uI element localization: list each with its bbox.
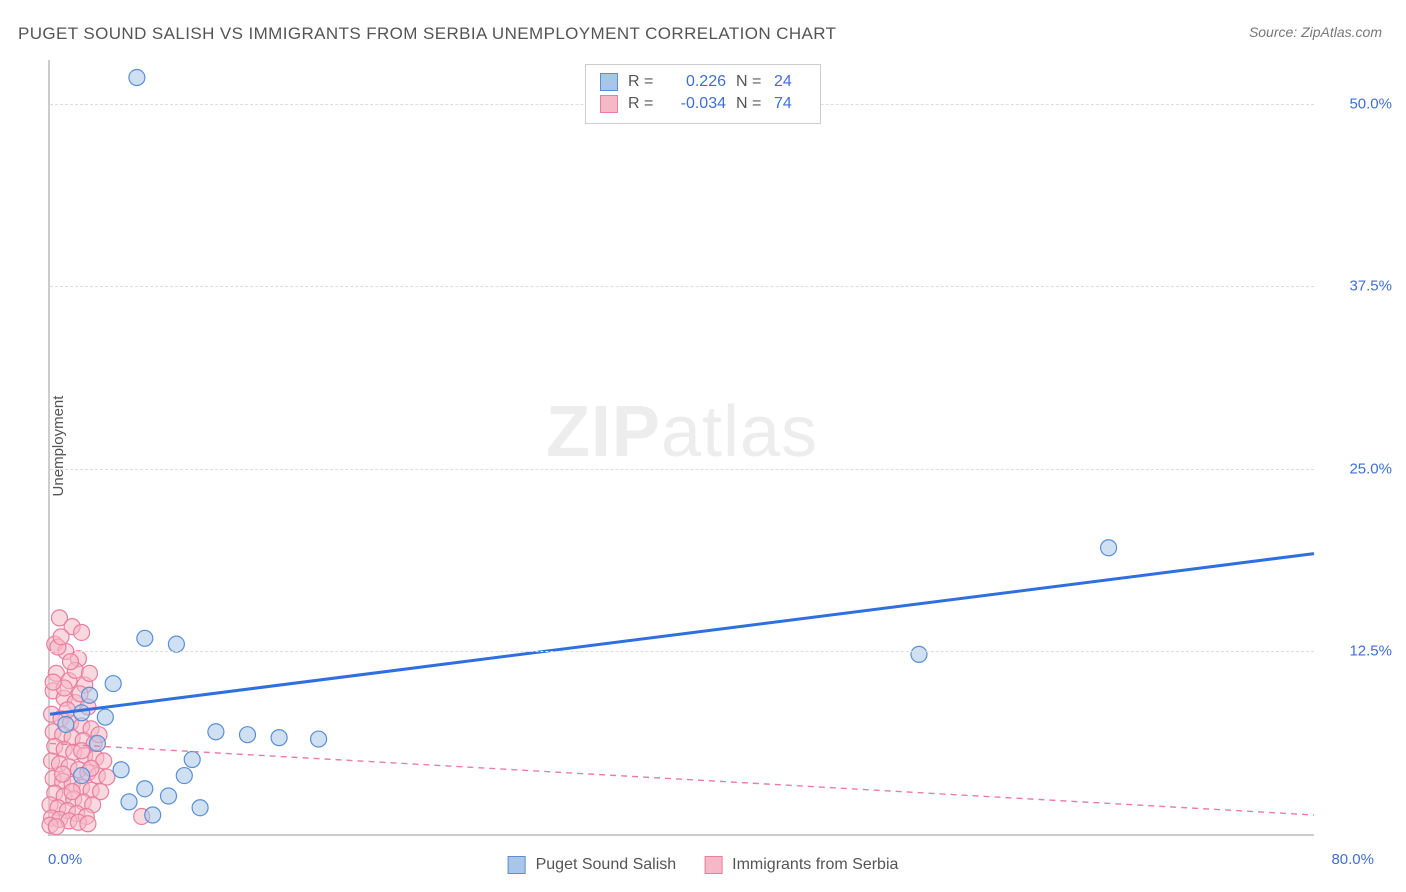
data-point [64, 784, 80, 800]
stats-n-value-0: 24 [774, 73, 802, 91]
data-point [1101, 540, 1117, 556]
stats-n-label: N = [736, 73, 764, 91]
plot-area: ZIPatlas 12.5%25.0%37.5%50.0% [48, 60, 1314, 836]
data-point [97, 709, 113, 725]
data-point [74, 768, 90, 784]
swatch-series-0 [600, 73, 618, 91]
stats-r-value-0: 0.226 [666, 73, 726, 91]
data-point [48, 819, 64, 835]
x-axis-max-label: 80.0% [1331, 851, 1374, 868]
data-point [58, 716, 74, 732]
series-legend: Puget Sound Salish Immigrants from Serbi… [508, 856, 899, 874]
stats-r-value-1: -0.034 [666, 95, 726, 113]
data-point [55, 766, 71, 782]
data-point [82, 687, 98, 703]
legend-label-0: Puget Sound Salish [536, 856, 677, 874]
stats-r-label: R = [628, 95, 656, 113]
data-point [176, 768, 192, 784]
data-point [129, 70, 145, 86]
data-point [240, 727, 256, 743]
data-point [105, 676, 121, 692]
data-point [80, 816, 96, 832]
legend-item-1: Immigrants from Serbia [704, 856, 898, 874]
data-point [208, 724, 224, 740]
data-point [161, 788, 177, 804]
source-attribution: Source: ZipAtlas.com [1249, 24, 1382, 40]
x-axis-origin-label: 0.0% [48, 851, 82, 868]
y-tick-label: 50.0% [1322, 95, 1392, 112]
data-point [82, 665, 98, 681]
data-point [271, 730, 287, 746]
stats-row-series-0: R = 0.226 N = 24 [600, 71, 802, 93]
trend-line [50, 554, 1314, 715]
data-point [63, 654, 79, 670]
legend-swatch-0 [508, 856, 526, 874]
data-point [113, 762, 129, 778]
data-point [89, 735, 105, 751]
legend-label-1: Immigrants from Serbia [732, 856, 898, 874]
legend-swatch-1 [704, 856, 722, 874]
stats-row-series-1: R = -0.034 N = 74 [600, 93, 802, 115]
data-point [311, 731, 327, 747]
data-point [74, 624, 90, 640]
stats-legend: R = 0.226 N = 24 R = -0.034 N = 74 [585, 64, 821, 124]
data-point [121, 794, 137, 810]
data-point [184, 752, 200, 768]
data-point [911, 646, 927, 662]
data-point [74, 705, 90, 721]
y-tick-label: 25.0% [1322, 460, 1392, 477]
data-point [45, 674, 61, 690]
data-point [99, 769, 115, 785]
data-point [137, 781, 153, 797]
chart-title: PUGET SOUND SALISH VS IMMIGRANTS FROM SE… [18, 24, 836, 44]
stats-r-label: R = [628, 73, 656, 91]
data-point [168, 636, 184, 652]
chart-svg [50, 60, 1314, 834]
stats-n-value-1: 74 [774, 95, 802, 113]
data-point [145, 807, 161, 823]
swatch-series-1 [600, 95, 618, 113]
y-tick-label: 37.5% [1322, 278, 1392, 295]
data-point [53, 629, 69, 645]
y-tick-label: 12.5% [1322, 643, 1392, 660]
stats-n-label: N = [736, 95, 764, 113]
data-point [192, 800, 208, 816]
chart-container: PUGET SOUND SALISH VS IMMIGRANTS FROM SE… [0, 0, 1406, 892]
data-point [137, 630, 153, 646]
trend-line [50, 743, 1314, 815]
legend-item-0: Puget Sound Salish [508, 856, 677, 874]
